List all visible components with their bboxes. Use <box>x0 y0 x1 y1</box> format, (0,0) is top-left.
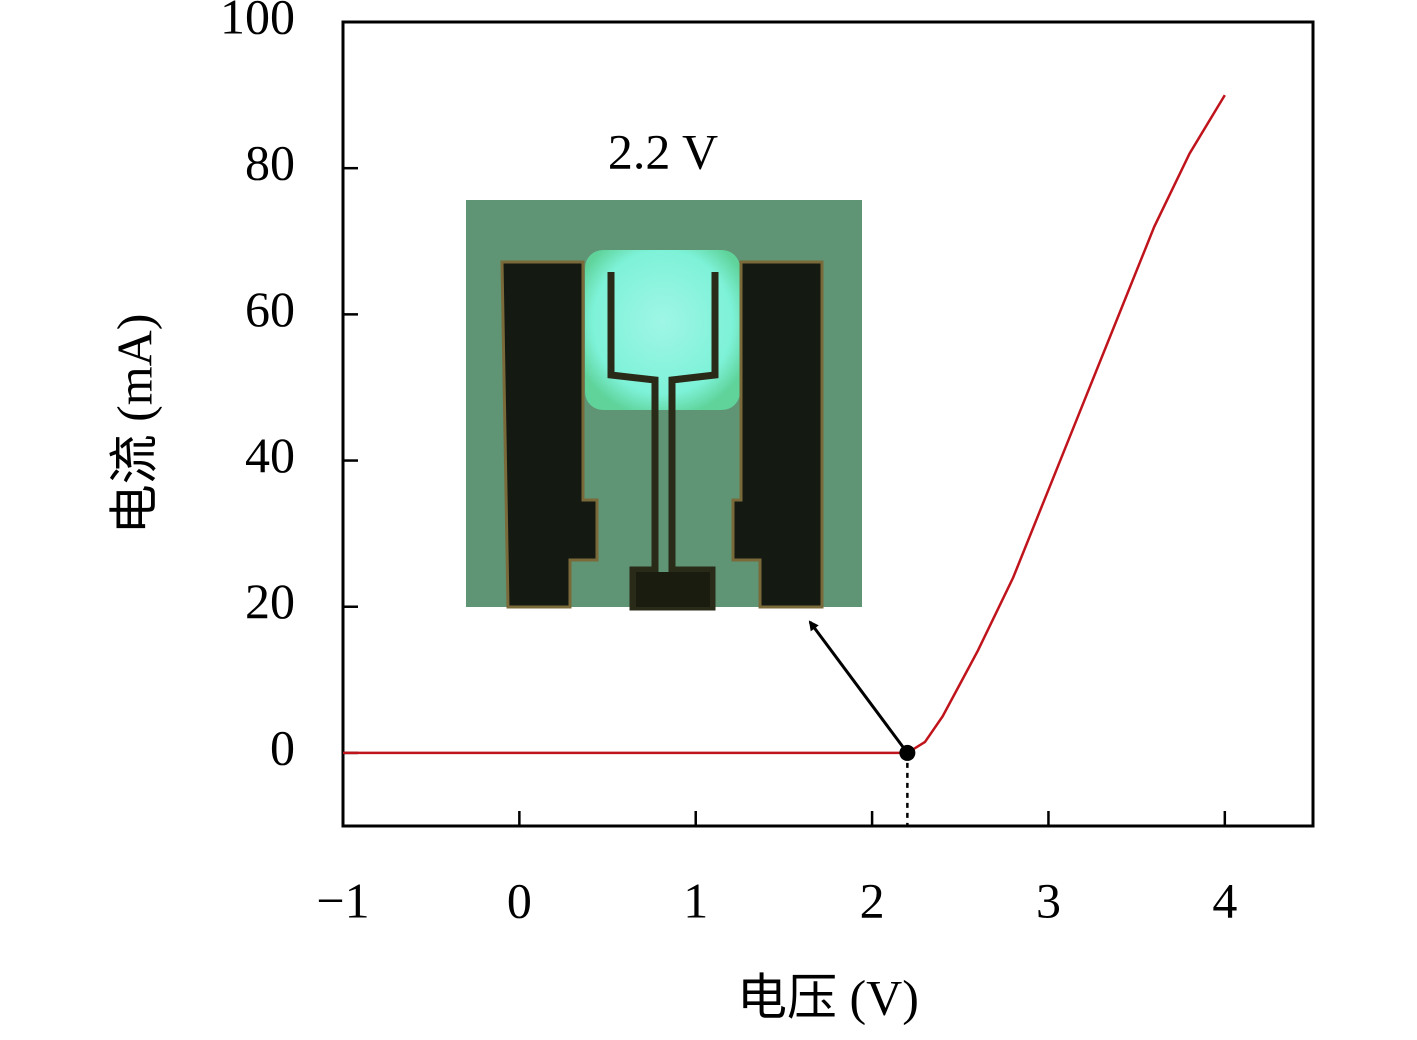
plot-frame <box>341 20 1315 828</box>
y-tick-label: 80 <box>245 135 295 191</box>
y-axis-label: 电流 (mA) <box>106 314 162 535</box>
data-line <box>343 94 1226 755</box>
y-tick-label: 40 <box>245 427 295 483</box>
x-axis-label: 电压 (V) <box>737 969 919 1025</box>
y-tick-label: 0 <box>270 719 295 775</box>
annotation-point <box>899 744 916 761</box>
y-tick-label: 20 <box>245 573 295 629</box>
inset-image <box>466 200 862 611</box>
x-tick-label: −1 <box>316 872 369 928</box>
annotation-text: 2.2 V <box>608 123 718 179</box>
x-tick-label: 3 <box>1036 872 1061 928</box>
x-tick-label: 0 <box>507 872 532 928</box>
y-tick-label: 60 <box>245 281 295 337</box>
y-tick-label: 100 <box>220 0 295 44</box>
annotation-arrow <box>808 620 909 754</box>
x-tick-label: 1 <box>683 872 708 928</box>
x-tick-label: 4 <box>1212 872 1237 928</box>
x-tick-label: 2 <box>860 872 885 928</box>
